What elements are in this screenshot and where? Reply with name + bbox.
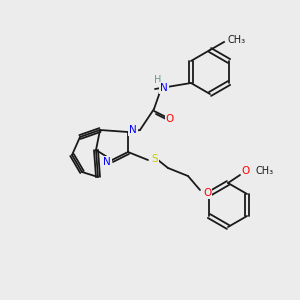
Text: CH₃: CH₃ — [227, 35, 245, 45]
Text: N: N — [103, 157, 111, 167]
Text: O: O — [203, 188, 211, 198]
Text: CH₃: CH₃ — [255, 166, 273, 176]
Text: O: O — [166, 114, 174, 124]
Text: N: N — [160, 83, 168, 93]
Text: O: O — [242, 166, 250, 176]
Text: S: S — [152, 154, 158, 164]
Text: H: H — [154, 75, 162, 85]
Text: N: N — [129, 125, 137, 135]
